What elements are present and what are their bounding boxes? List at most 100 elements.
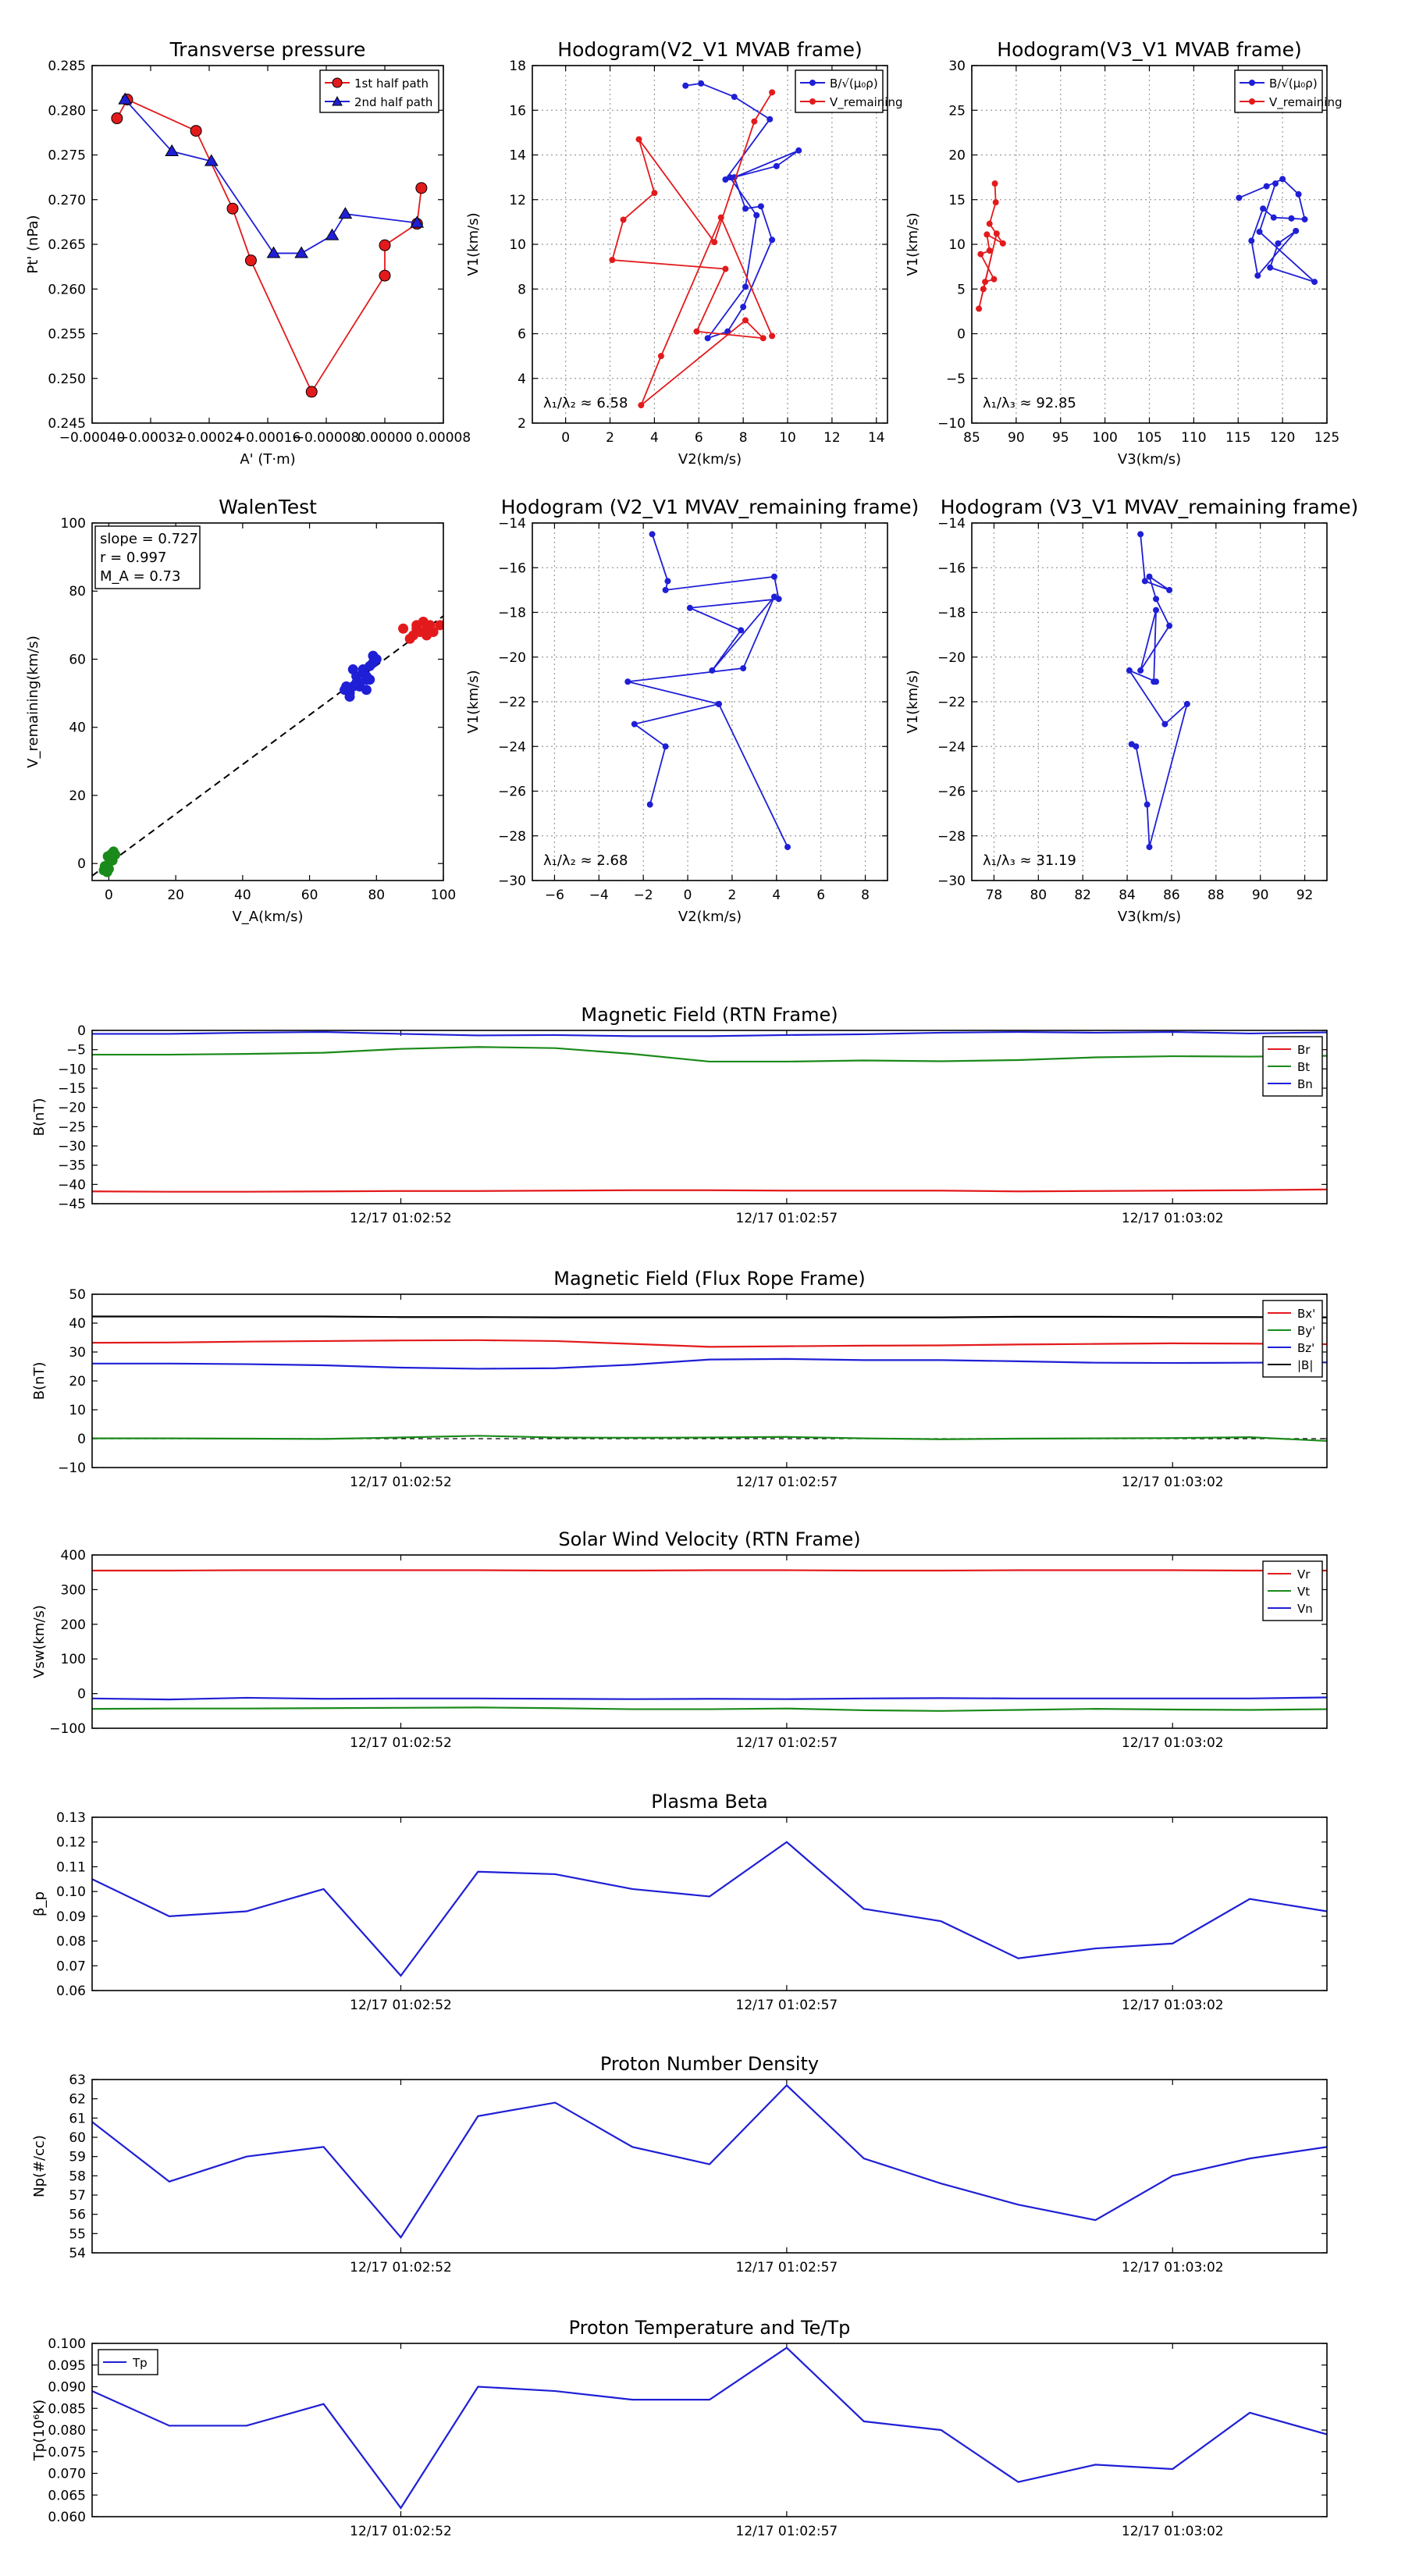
data-point bbox=[657, 353, 664, 360]
y-axis-label: Tp(10⁶K) bbox=[31, 2400, 48, 2461]
y-axis-label: Vsw(km/s) bbox=[31, 1605, 48, 1678]
data-point bbox=[740, 665, 747, 672]
x-tick-label: 0.00000 bbox=[357, 430, 412, 446]
y-tick-label: 0.260 bbox=[48, 282, 86, 297]
series-line-Br bbox=[92, 1188, 1327, 1193]
chart-title: Solar Wind Velocity (RTN Frame) bbox=[558, 1528, 860, 1550]
data-point bbox=[991, 180, 998, 187]
x-tick-label: 80 bbox=[368, 888, 385, 903]
plot-area bbox=[92, 1030, 1327, 1193]
y-tick-label: 50 bbox=[69, 1287, 86, 1303]
data-point bbox=[102, 851, 113, 862]
y-tick-label: −40 bbox=[58, 1177, 86, 1193]
y-tick-label: 0 bbox=[957, 327, 966, 343]
data-point bbox=[1275, 240, 1282, 247]
data-point bbox=[769, 333, 776, 340]
x-tick-label: 0 bbox=[684, 888, 692, 903]
y-tick-label: 15 bbox=[948, 193, 966, 208]
legend-label: By' bbox=[1297, 1324, 1315, 1338]
chart-title: WalenTest bbox=[219, 496, 317, 518]
chart-proton_density: Proton Number Density 54 55 56 57 58 59 60 61 62 6… bbox=[31, 2053, 1328, 2275]
data-point bbox=[980, 286, 987, 293]
data-point bbox=[226, 202, 239, 215]
data-point bbox=[361, 685, 372, 696]
y-tick-label: −16 bbox=[937, 560, 966, 576]
series-line-beta bbox=[92, 1841, 1327, 1977]
data-point bbox=[991, 276, 998, 283]
series-line-V bbox=[628, 534, 788, 848]
x-tick-label: −0.00016 bbox=[235, 430, 301, 446]
data-point bbox=[646, 801, 653, 808]
chart-magnetic_field_fluxrope: Magnetic Field (Flux Rope Frame) −10 0 10 20… bbox=[31, 1268, 1328, 1490]
annotation: λ₁/λ₂ ≈ 6.58 bbox=[543, 395, 628, 411]
y-tick-label: 0.11 bbox=[56, 1859, 86, 1875]
x-axis-label: V_A(km/s) bbox=[232, 909, 303, 925]
chart-magnetic_field_rtn: Magnetic Field (RTN Frame) −45 −40 −35 −30 −2… bbox=[31, 1004, 1328, 1226]
y-tick-label: 0.13 bbox=[56, 1810, 86, 1826]
y-tick-label: 80 bbox=[69, 584, 86, 600]
y-axis-label: V1(km/s) bbox=[905, 670, 921, 733]
plot-area bbox=[92, 615, 443, 877]
data-point bbox=[742, 205, 749, 212]
plot-area bbox=[92, 1569, 1327, 1712]
legend-label: Bn bbox=[1297, 1077, 1313, 1091]
y-tick-label: 0.095 bbox=[48, 2358, 86, 2374]
series-line-Bt bbox=[92, 1046, 1327, 1063]
data-point bbox=[999, 240, 1006, 247]
axes-frame bbox=[91, 1554, 1328, 1729]
series-line-By' bbox=[92, 1435, 1327, 1443]
data-point bbox=[770, 593, 777, 600]
axes-frame bbox=[91, 2079, 1328, 2254]
data-point bbox=[631, 720, 638, 728]
y-tick-label: 10 bbox=[509, 237, 526, 253]
y-tick-label: −22 bbox=[498, 695, 526, 710]
y-tick-label: 100 bbox=[61, 516, 86, 532]
y-tick-label: 20 bbox=[948, 148, 966, 164]
x-tick-label: 12/17 01:02:57 bbox=[736, 2524, 838, 2539]
stats-text: slope = 0.727 bbox=[100, 531, 198, 547]
legend-marker bbox=[332, 77, 343, 88]
y-tick-label: 0.255 bbox=[48, 327, 86, 343]
data-point bbox=[662, 743, 669, 750]
data-point bbox=[1141, 578, 1148, 585]
x-tick-label: 10 bbox=[779, 430, 796, 446]
data-point bbox=[411, 623, 422, 634]
data-point bbox=[1146, 844, 1153, 851]
x-tick-label: 12/17 01:03:02 bbox=[1122, 1211, 1224, 1226]
y-tick-label: −30 bbox=[58, 1139, 86, 1155]
x-tick-label: 105 bbox=[1136, 430, 1161, 446]
annotation: λ₁/λ₃ ≈ 31.19 bbox=[983, 852, 1076, 869]
data-point bbox=[165, 144, 180, 157]
legend-label: Tp bbox=[132, 2356, 148, 2370]
data-point bbox=[1153, 678, 1160, 685]
legend-label: Vt bbox=[1297, 1585, 1310, 1599]
x-tick-label: 0.00008 bbox=[416, 430, 471, 446]
y-tick-label: −22 bbox=[937, 695, 966, 710]
data-point bbox=[368, 657, 379, 668]
data-point bbox=[118, 92, 133, 105]
axes-frame bbox=[91, 1030, 1328, 1204]
x-tick-label: 90 bbox=[1008, 430, 1025, 446]
y-tick-label: 55 bbox=[69, 2226, 86, 2242]
x-tick-label: 80 bbox=[1030, 888, 1047, 903]
y-tick-label: −18 bbox=[937, 606, 966, 621]
legend-marker bbox=[332, 95, 343, 106]
y-tick-label: 0.06 bbox=[56, 1984, 86, 1999]
y-tick-label: −26 bbox=[498, 785, 526, 800]
data-point bbox=[715, 700, 722, 707]
x-tick-label: 12/17 01:02:52 bbox=[350, 1211, 452, 1226]
data-point bbox=[731, 94, 738, 101]
data-point bbox=[435, 620, 443, 631]
x-tick-label: 4 bbox=[650, 430, 659, 446]
data-point bbox=[635, 136, 642, 143]
data-point bbox=[111, 112, 123, 125]
x-tick-label: 12/17 01:02:57 bbox=[736, 1998, 838, 2013]
y-tick-label: 0 bbox=[77, 1687, 86, 1703]
legend-label: 1st half path bbox=[354, 76, 429, 91]
series-line-|B| bbox=[92, 1315, 1327, 1318]
y-tick-label: 0.285 bbox=[48, 59, 86, 74]
x-tick-label: −2 bbox=[634, 888, 653, 903]
data-point bbox=[986, 247, 993, 254]
x-tick-label: 100 bbox=[431, 888, 456, 903]
data-point bbox=[422, 630, 432, 641]
